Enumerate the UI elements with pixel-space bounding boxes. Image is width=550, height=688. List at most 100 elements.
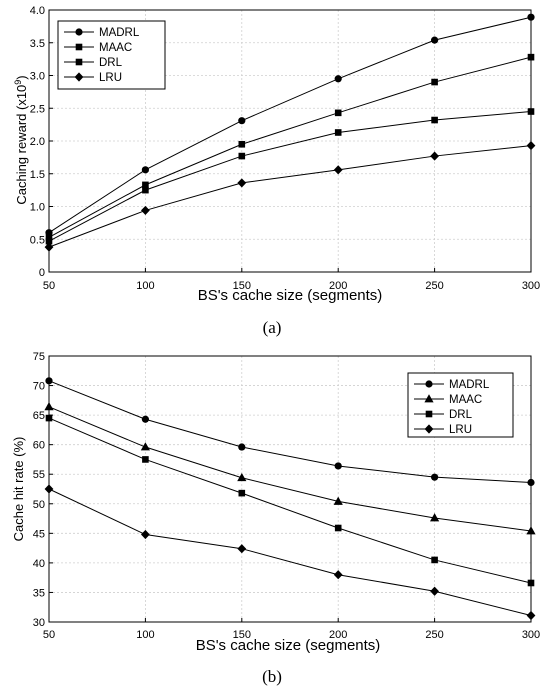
lru-point — [430, 586, 439, 596]
x-tick-label: 50 — [43, 629, 55, 641]
x-tick-label: 100 — [136, 280, 154, 292]
drl-point — [334, 129, 342, 136]
x-tick-label: 250 — [425, 280, 443, 292]
x-tick-label: 200 — [329, 629, 347, 641]
drl-point — [431, 556, 438, 564]
y-tick-label: 1.0 — [30, 202, 45, 214]
series-drl-line — [48, 417, 532, 584]
legend-label: MADRL — [449, 379, 490, 391]
drl-point — [527, 108, 535, 115]
lru-point — [44, 484, 54, 494]
series-maac — [44, 402, 536, 535]
legend-circle-marker — [75, 28, 83, 36]
x-tick-label: 50 — [43, 280, 55, 292]
series-drl — [45, 108, 535, 245]
y-tick-label: 1.5 — [30, 169, 45, 181]
legend-label: DRL — [449, 409, 473, 421]
series-madrl — [45, 377, 535, 487]
y-tick-label: 75 — [33, 351, 45, 363]
lru-point — [141, 529, 150, 540]
x-tick-label: 300 — [522, 629, 540, 641]
lru-point — [526, 140, 536, 151]
chart-a-xlabel: BS's cache size (segments) — [198, 287, 383, 304]
maac-point — [237, 472, 247, 482]
legend-entry-madrl: MADRL — [414, 379, 490, 391]
lru-point — [526, 610, 536, 621]
legend-entry-madrl: MADRL — [64, 27, 140, 39]
madrl-point — [334, 75, 342, 83]
drl-point — [45, 414, 53, 422]
legend-label: MAAC — [99, 42, 132, 54]
x-tick-label: 100 — [136, 629, 154, 641]
x-tick-label: 200 — [329, 280, 347, 292]
chart-a: Caching reward (x109) BS's cache size (s… — [13, 5, 540, 337]
y-tick-label: 0 — [39, 267, 45, 279]
lru-point — [333, 165, 343, 175]
x-tick-label: 300 — [522, 280, 540, 292]
legend-label: MADRL — [99, 27, 140, 39]
madrl-point — [141, 166, 149, 174]
series-drl-line — [48, 111, 532, 242]
legend-entry-drl: DRL — [64, 57, 123, 69]
legend-triangle-marker — [424, 394, 434, 403]
y-tick-label: 3.0 — [30, 71, 45, 83]
series-drl — [45, 414, 535, 587]
legend-entry-drl: DRL — [414, 409, 473, 421]
legend-label: LRU — [99, 72, 122, 84]
series-maac — [45, 53, 535, 241]
chart-b: Cache hit rate (%) BS's cache size (segm… — [11, 351, 540, 686]
legend-entry-lru: LRU — [64, 72, 122, 84]
legend-entry-maac: MAAC — [414, 394, 482, 406]
legend-label: LRU — [449, 424, 472, 436]
series-madrl-line — [48, 380, 532, 483]
maac-point — [142, 181, 149, 189]
lru-point — [237, 544, 247, 554]
chart-0-legend: MADRL MAAC DRL LRU — [57, 20, 166, 90]
madrl-point — [45, 377, 53, 385]
lru-point — [141, 205, 150, 216]
madrl-point — [431, 36, 439, 44]
madrl-point — [431, 473, 439, 481]
legend-square-marker — [425, 410, 433, 418]
series-lru-line — [48, 488, 532, 616]
maac-point — [334, 109, 342, 117]
chart-b-xlabel: BS's cache size (segments) — [196, 637, 381, 654]
y-tick-label: 60 — [33, 440, 45, 452]
legend-diamond-marker — [424, 424, 434, 434]
lru-point — [237, 178, 247, 188]
drl-point — [334, 524, 342, 532]
lru-point — [430, 151, 439, 161]
y-tick-label: 3.5 — [30, 38, 45, 50]
chart-1-legend: MADRL MAAC DRL LRU — [407, 372, 514, 438]
legend-entry-maac: MAAC — [64, 42, 132, 54]
lru-point — [44, 242, 54, 252]
x-tick-label: 150 — [233, 629, 251, 641]
drl-point — [431, 116, 438, 124]
madrl-point — [527, 478, 535, 487]
chart-a-caption: (a) — [263, 318, 282, 337]
maac-point — [238, 140, 246, 148]
legend-entry-lru: LRU — [414, 424, 472, 436]
series-lru-line — [48, 145, 532, 248]
drl-point — [142, 456, 149, 463]
y-tick-label: 0.5 — [30, 234, 45, 246]
series-madrl — [45, 13, 535, 237]
y-tick-label: 55 — [33, 469, 45, 481]
maac-point — [44, 402, 54, 411]
series-lru — [44, 140, 536, 252]
drl-point — [238, 489, 246, 497]
y-tick-label: 65 — [33, 410, 45, 422]
drl-point — [238, 152, 246, 160]
legend-label: DRL — [99, 57, 123, 69]
y-tick-label: 2.0 — [30, 136, 45, 148]
lru-point — [333, 570, 343, 580]
drl-point — [527, 579, 535, 587]
maac-point — [527, 53, 535, 61]
legend-square-marker — [75, 58, 83, 66]
y-tick-label: 40 — [33, 558, 45, 570]
series-lru — [44, 484, 536, 621]
y-tick-label: 45 — [33, 528, 45, 540]
maac-point — [526, 526, 536, 535]
maac-point — [333, 496, 343, 505]
